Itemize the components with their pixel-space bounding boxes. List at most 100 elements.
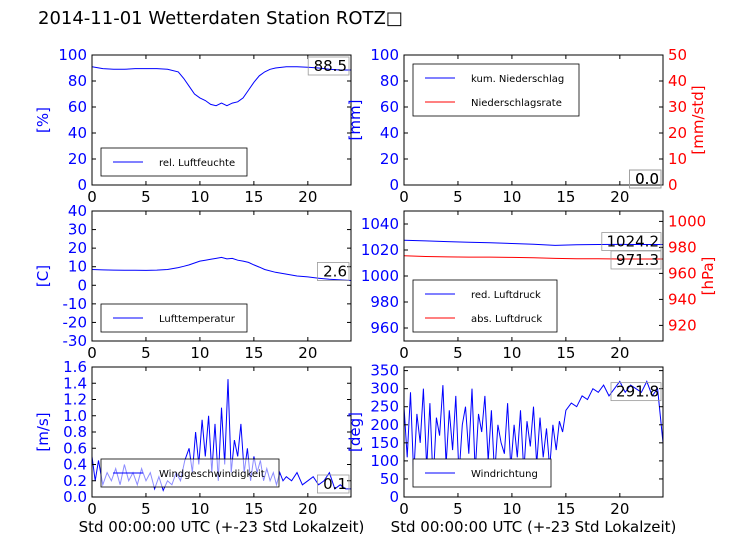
axes-frame	[91, 210, 352, 342]
annotation-secondary: 971.3	[610, 250, 662, 270]
y2-tick-label: 40	[668, 72, 687, 90]
series-line-0	[404, 380, 663, 483]
legend-box	[412, 279, 558, 333]
x-tick-label: 15	[244, 188, 263, 206]
legend: Windgeschwindigkeit	[100, 458, 280, 488]
axes-frame	[403, 366, 664, 498]
annotation: 0.1	[316, 474, 350, 494]
legend-label: abs. Luftdruck	[471, 314, 542, 325]
series-line-1	[404, 255, 663, 260]
y2-tick-label: 920	[668, 316, 697, 334]
legend: Lufttemperatur	[100, 303, 248, 333]
y-tick-label: 1.2	[63, 391, 87, 409]
x-tick-label: 20	[610, 500, 629, 518]
annotation-secondary: 0.0	[629, 169, 662, 189]
legend-label: Windrichtung	[471, 469, 538, 480]
y-tick-label: 10	[68, 258, 87, 276]
y-tick-label: 0.2	[63, 472, 87, 490]
figure-title: 2014-11-01 Wetterdaten Station ROTZ□	[38, 8, 403, 29]
x-tick-label: 15	[244, 344, 263, 362]
y-tick-label: 100	[370, 46, 399, 64]
y-tick-label: -30	[63, 332, 88, 350]
x-tick-label: 20	[610, 188, 629, 206]
y-tick-label: 0.8	[63, 423, 87, 441]
series-line-0	[92, 256, 351, 281]
y-tick-label: 20	[380, 150, 399, 168]
annotation-box	[610, 382, 662, 402]
annotation-box	[316, 262, 350, 281]
y-tick-label: 20	[68, 239, 87, 257]
chart-precipitation: 0 5 10 15 20 0 20 40 60 80 100 0 10 20 30 40 50 [mm] [mm/s…	[346, 46, 707, 206]
y-axis-label: [deg]	[346, 412, 364, 452]
y-tick-label: 0.4	[63, 456, 87, 474]
x-tick-label: 0	[399, 500, 409, 518]
y-tick-label: 60	[380, 98, 399, 116]
annotation-text: 2.6	[323, 262, 347, 280]
x-axis-label: Std 00:00:00 UTC (+-23 Std Lokalzeit)	[79, 518, 365, 536]
axes-frame	[91, 54, 352, 186]
y-tick-label: 350	[370, 362, 399, 380]
y-tick-label: 1040	[361, 215, 399, 233]
y-tick-label: 300	[370, 380, 399, 398]
legend-label: Niederschlagsrate	[471, 98, 562, 109]
x-tick-label: 10	[190, 500, 209, 518]
x-tick-label: 15	[556, 188, 575, 206]
y-tick-label: 0	[389, 176, 399, 194]
legend: rel. Luftfeuchte	[100, 147, 248, 177]
y-tick-label: 980	[370, 293, 399, 311]
y-tick-label: 40	[380, 124, 399, 142]
y-tick-label: 0	[389, 488, 399, 506]
x-tick-label: 0	[399, 344, 409, 362]
y2-tick-label: 10	[668, 150, 687, 168]
y-tick-label: 200	[370, 416, 399, 434]
y-tick-label: 40	[68, 202, 87, 220]
y-tick-label: -20	[63, 313, 88, 331]
legend-label: rel. Luftfeuchte	[159, 158, 235, 169]
annotation: 2.6	[316, 262, 350, 281]
x-tick-label: 10	[502, 500, 521, 518]
chart-pressure: 0 5 10 15 20 960 980 1000 1020 1040 920 940 960 980 10…	[361, 210, 717, 362]
x-tick-label: 0	[87, 344, 97, 362]
x-tick-label: 20	[298, 344, 317, 362]
series-group	[404, 239, 663, 260]
series-line-0	[404, 239, 663, 246]
x-tick-label: 15	[556, 500, 575, 518]
y-tick-label: 20	[68, 150, 87, 168]
y2-tick-label: 1000	[668, 212, 706, 230]
y2-tick-label: 20	[668, 124, 687, 142]
legend: red. Luftdruck abs. Luftdruck	[412, 279, 558, 333]
annotation-box	[601, 232, 662, 251]
x-tick-label: 10	[502, 188, 521, 206]
y-tick-label: 0	[77, 276, 87, 294]
y-tick-label: -10	[63, 295, 88, 313]
x-tick-label: 5	[141, 500, 151, 518]
y2-tick-label: 980	[668, 238, 697, 256]
axes-frame	[403, 54, 664, 186]
annotation-text: 0.0	[635, 170, 659, 188]
legend: kum. Niederschlag Niederschlagsrate	[412, 63, 580, 117]
chart-temperature: 0 5 10 15 20-30-20-10010203040[C]Lufttempera…	[34, 202, 352, 362]
y-axis-label: [%]	[34, 107, 52, 133]
x-tick-label: 5	[453, 188, 463, 206]
legend-box	[412, 63, 580, 117]
annotation-text: 88.5	[314, 57, 347, 75]
legend-label: kum. Niederschlag	[471, 74, 564, 85]
y-axis-label: [m/s]	[34, 412, 52, 451]
annotation-text: 0.0	[635, 170, 659, 188]
legend-label: Lufttemperatur	[159, 314, 236, 325]
y2-tick-label: 960	[668, 264, 697, 282]
y2-tick-label: 50	[668, 46, 687, 64]
x-tick-label: 5	[453, 500, 463, 518]
x-tick-label: 15	[244, 500, 263, 518]
annotation: 291.8	[610, 382, 662, 402]
y-tick-label: 1.4	[63, 374, 87, 392]
legend-label: red. Luftdruck	[471, 290, 541, 301]
x-tick-label: 0	[87, 500, 97, 518]
x-tick-label: 15	[556, 344, 575, 362]
y-axis-label: [C]	[34, 265, 52, 287]
y-tick-label: 1000	[361, 267, 399, 285]
annotation: 1024.2	[601, 232, 662, 251]
x-tick-label: 0	[87, 188, 97, 206]
